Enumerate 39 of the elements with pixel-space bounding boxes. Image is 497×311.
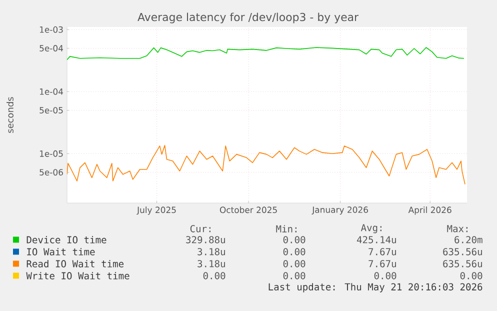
text: 635.56u [443,248,482,256]
text: Cur: [190,225,210,232]
line-series [67,144,466,185]
text: 0.00 [460,272,482,280]
y-tick-label: 1e-05 [40,150,63,157]
text: 0.00 [283,248,306,256]
y-tick-label: 1e-03 [40,26,63,33]
legend-label: Device IO time [26,236,106,244]
line-series [67,47,464,60]
text: 0.00 [203,272,226,280]
text: 6.20m [454,236,482,244]
text: Max: [447,225,468,232]
text: 3.18u [198,260,225,268]
text: Last update: Thu May 21 20:16:03 2026 [268,283,482,292]
text: 7.67u [368,260,396,268]
text: 425.14u [356,236,396,244]
text: 635.56u [443,260,482,268]
text: 0.00 [283,272,306,280]
text: Min: [276,225,296,232]
text: 0.00 [374,272,396,280]
y-axis-title: seconds [6,97,14,133]
text: 3.18u [198,248,225,256]
x-tick-label: April 2026 [408,206,452,215]
text: 329.88u [186,236,225,244]
legend-label: Read IO Wait time [26,260,124,268]
text: 0.00 [283,260,306,268]
chart-title: Average latency for /dev/loop3 - by year [138,12,359,24]
x-tick-label: October 2025 [220,206,277,214]
legend-label: IO Wait time [27,248,95,256]
y-tick-label: 5e-05 [40,107,63,114]
x-tick-label: January 2026 [312,206,368,215]
text: 0.00 [283,236,306,244]
y-tick-label: 5e-04 [40,45,63,52]
text: 7.67u [368,248,396,256]
y-tick-label: 1e-04 [40,88,63,95]
x-tick-label: July 2025 [136,206,176,215]
legend-label: Write IO Wait time [26,272,130,280]
text: Avg: [360,224,382,234]
y-tick-label: 5e-06 [40,169,63,176]
